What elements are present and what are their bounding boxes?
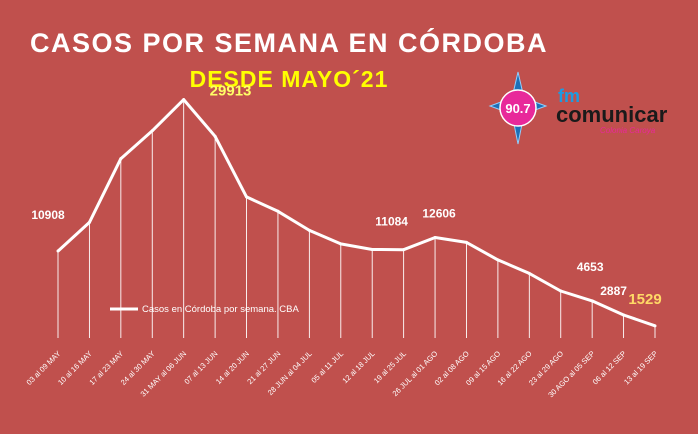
data-point: [150, 129, 154, 133]
logo-brand-tagline: Colonia Caroya: [600, 126, 656, 135]
data-point: [245, 195, 249, 199]
radio-logo: 90.7 fm comunicar Colonia Caroya: [488, 71, 668, 145]
data-label: 29913: [210, 83, 252, 100]
logo-brand-name: comunicar: [556, 102, 668, 127]
data-point: [213, 134, 217, 138]
data-point: [87, 220, 91, 224]
data-label: 1529: [628, 291, 661, 308]
data-point: [307, 228, 311, 232]
data-label: 10908: [31, 208, 65, 222]
data-point: [464, 240, 468, 244]
data-point: [56, 249, 60, 253]
data-point: [182, 98, 186, 102]
data-point: [119, 157, 123, 161]
data-point: [339, 242, 343, 246]
data-point: [559, 289, 563, 293]
chart-subtitle: DESDE MAYO´21: [189, 66, 389, 92]
logo-brand-prefix: fm: [558, 86, 580, 106]
legend-label: Casos en Córdoba por semana. CBA: [142, 304, 299, 315]
x-tick-label: 13 al 19 SEP: [622, 349, 659, 386]
x-tick-label: 12 al 18 JUL: [340, 349, 376, 385]
data-label: 12606: [422, 207, 456, 221]
data-point: [402, 248, 406, 252]
data-point: [276, 209, 280, 213]
data-point: [527, 271, 531, 275]
logo-circle: [499, 89, 537, 127]
series-line: [56, 98, 656, 328]
data-point: [433, 236, 437, 240]
logo-frequency: 90.7: [505, 101, 530, 116]
data-point: [590, 299, 594, 303]
chart-title: CASOS POR SEMANA EN CÓRDOBA: [29, 28, 549, 58]
data-label: 4653: [577, 260, 604, 274]
data-point: [370, 248, 374, 252]
data-point: [496, 258, 500, 262]
data-label: 2887: [600, 284, 627, 298]
data-point: [622, 313, 626, 317]
data-point: [653, 324, 657, 328]
data-label: 11084: [375, 215, 408, 229]
